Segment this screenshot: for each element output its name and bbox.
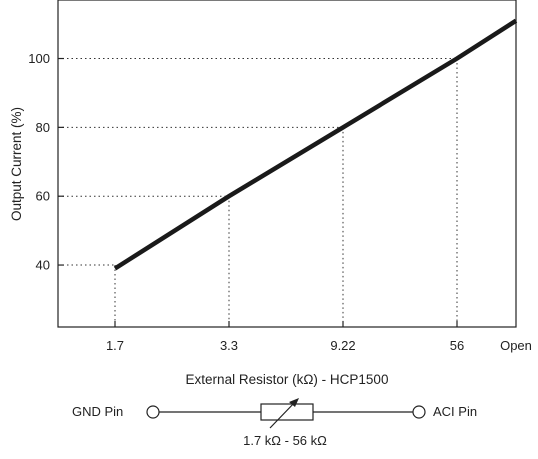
y-tick-label: 40 xyxy=(36,258,50,273)
y-axis-ticks: 40 60 80 100 xyxy=(28,51,64,273)
circuit-diagram: GND Pin ACI Pin 1.7 kΩ - 56 kΩ xyxy=(72,398,477,448)
gnd-pin-terminal xyxy=(146,405,160,419)
resistor-range-label: 1.7 kΩ - 56 kΩ xyxy=(243,433,327,448)
x-axis-ticks: 1.7 3.3 9.22 56 Open xyxy=(106,321,532,353)
aci-pin-terminal xyxy=(412,405,426,419)
y-axis-title: Output Current (%) xyxy=(9,107,24,221)
x-tick-label: Open xyxy=(500,338,532,353)
x-axis-title: External Resistor (kΩ) - HCP1500 xyxy=(186,372,389,387)
y-tick-label: 60 xyxy=(36,189,50,204)
variable-resistor-icon xyxy=(260,398,314,429)
y-tick-label: 80 xyxy=(36,120,50,135)
series-line xyxy=(113,18,518,271)
x-tick-label: 56 xyxy=(450,338,464,353)
x-tick-label: 3.3 xyxy=(220,338,238,353)
gnd-pin-label: GND Pin xyxy=(72,404,123,419)
x-tick-label: 1.7 xyxy=(106,338,124,353)
guide-lines xyxy=(58,58,458,327)
y-tick-label: 100 xyxy=(28,51,50,66)
plot-frame xyxy=(57,0,517,328)
aci-pin-label: ACI Pin xyxy=(433,404,477,419)
x-tick-label: 9.22 xyxy=(330,338,355,353)
